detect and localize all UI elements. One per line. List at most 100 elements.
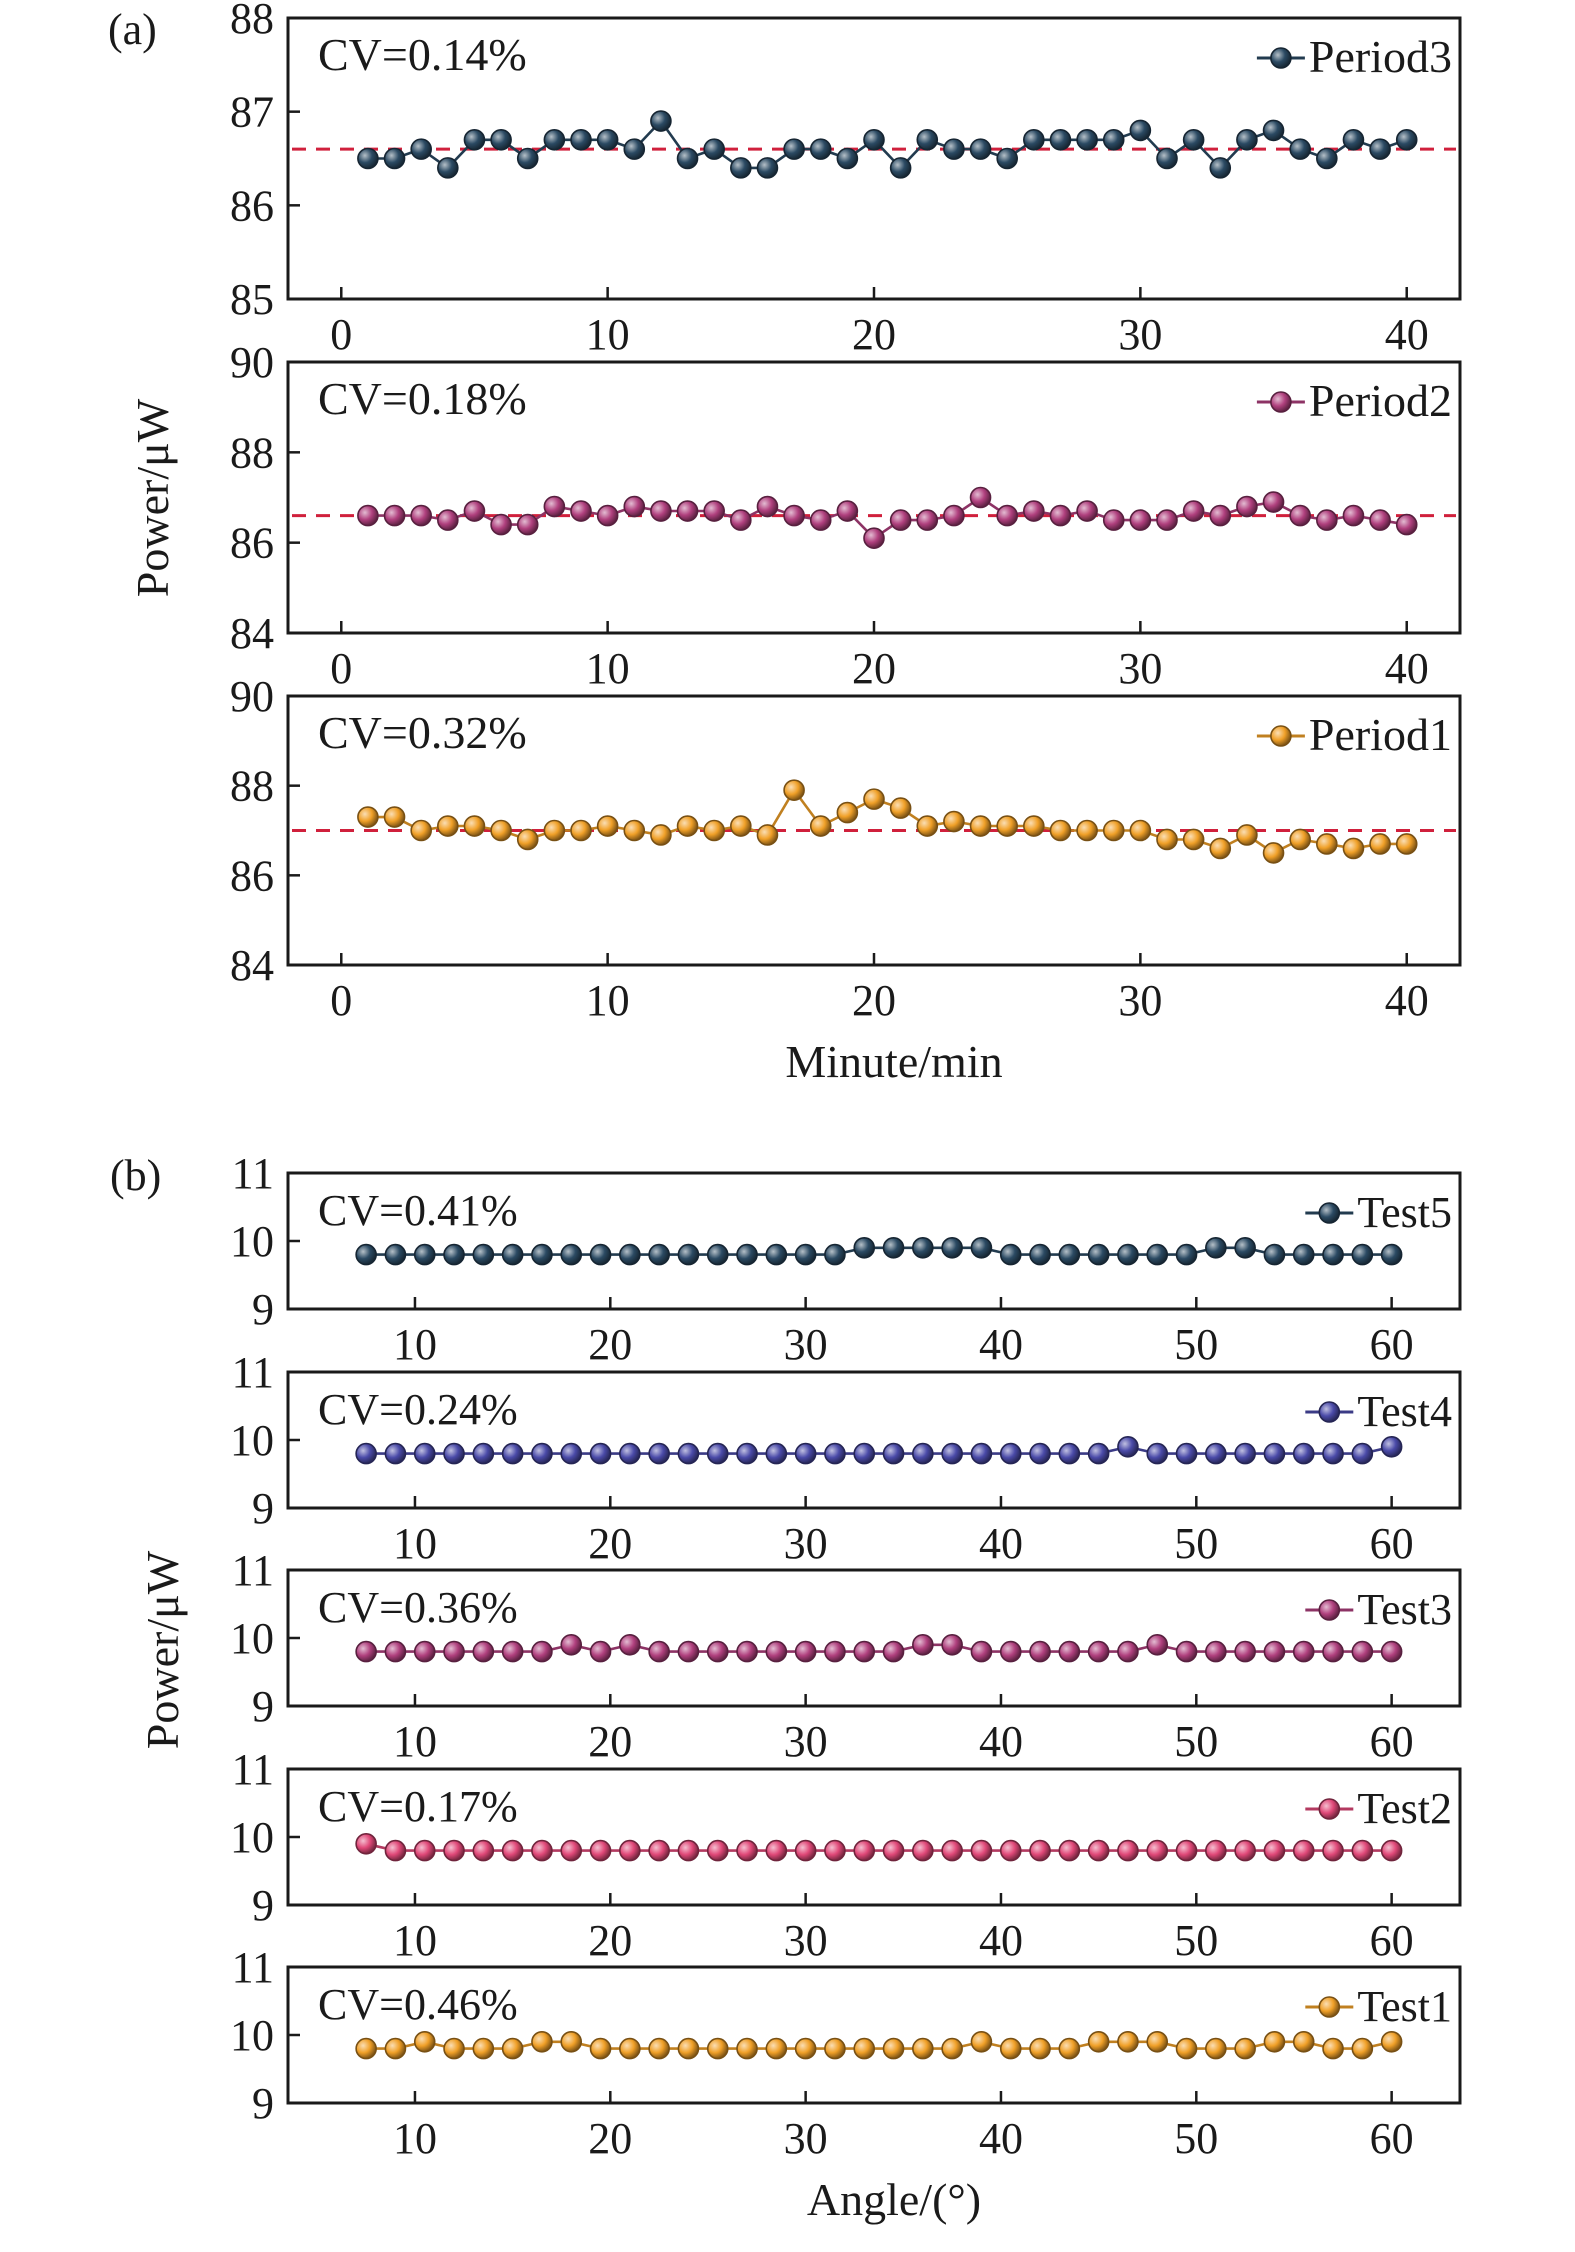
data-point (596, 504, 619, 527)
y-tick-label: 90 (230, 672, 274, 721)
data-point (543, 819, 566, 842)
data-point (1263, 1839, 1286, 1862)
data-point (443, 2037, 465, 2060)
x-tick-label: 40 (979, 1519, 1023, 1568)
data-point (1175, 1243, 1198, 1266)
x-tick-label: 10 (393, 1916, 437, 1965)
data-point (1234, 2037, 1256, 2060)
data-point (560, 1442, 583, 1465)
data-point (384, 1442, 407, 1465)
data-point (1175, 2037, 1198, 2060)
x-tick-label: 20 (588, 1320, 632, 1369)
x-tick-label: 20 (588, 1717, 632, 1766)
data-point (1369, 138, 1391, 160)
data-point (706, 1442, 729, 1465)
data-point (1129, 509, 1152, 531)
data-point (943, 810, 965, 833)
legend-label: Test3 (1357, 1585, 1452, 1634)
data-point (589, 1839, 612, 1862)
data-point (1029, 1442, 1051, 1465)
data-point (650, 110, 672, 132)
y-tick-label: 9 (252, 1682, 274, 1731)
data-point (1351, 2037, 1374, 2060)
data-point (1156, 828, 1178, 851)
data-point (853, 1839, 876, 1862)
series-line-period2 (367, 495, 1407, 540)
data-point (916, 509, 939, 531)
y-tick-label: 11 (232, 1348, 274, 1397)
data-point (1156, 509, 1178, 531)
data-point (912, 1634, 934, 1656)
data-point (410, 138, 432, 160)
data-point (863, 527, 885, 549)
data-point (1262, 491, 1285, 513)
data-point (1351, 1243, 1374, 1266)
cv-annotation: CV=0.32% (318, 707, 527, 758)
x-tick-label: 20 (588, 2114, 632, 2163)
data-point (623, 819, 646, 842)
data-point (1316, 147, 1338, 170)
data-point (383, 504, 406, 527)
data-point (1292, 1640, 1315, 1663)
cv-annotation: CV=0.24% (318, 1385, 518, 1434)
x-tick-label: 0 (330, 976, 352, 1025)
data-point (1087, 1243, 1110, 1266)
y-tick-label: 84 (230, 941, 274, 990)
y-tick-label: 87 (230, 88, 274, 137)
data-point (1395, 833, 1418, 855)
data-point (863, 128, 885, 151)
data-point (916, 128, 939, 151)
data-point (355, 1243, 377, 1266)
data-point (1087, 1442, 1110, 1465)
y-tick-label: 84 (230, 609, 274, 658)
data-point (383, 806, 406, 828)
data-point (1175, 1839, 1198, 1862)
data-point (1146, 2031, 1169, 2053)
data-point (443, 1442, 465, 1465)
data-point (648, 1243, 670, 1266)
data-point (824, 1442, 846, 1465)
data-point (1292, 2031, 1315, 2053)
panel-label-b: (b) (110, 1151, 161, 1200)
data-point (1146, 1839, 1169, 1862)
data-point (531, 1640, 553, 1663)
data-point (765, 1839, 788, 1862)
data-point (794, 1839, 817, 1862)
x-tick-label: 0 (330, 310, 352, 359)
data-point (357, 806, 379, 828)
data-point (1029, 1839, 1051, 1862)
data-point (882, 2037, 905, 2060)
y-tick-label: 10 (230, 1217, 274, 1266)
data-point (943, 138, 965, 160)
data-point (970, 1442, 993, 1465)
data-point (970, 1839, 993, 1862)
data-point (1023, 128, 1045, 151)
y-tick-label: 90 (230, 338, 274, 387)
data-point (384, 1640, 407, 1663)
data-point (355, 1442, 377, 1465)
data-point (736, 1640, 758, 1663)
data-point (463, 128, 486, 151)
data-point (1087, 2031, 1110, 2053)
x-tick-label: 10 (586, 976, 630, 1025)
x-tick-label: 50 (1174, 1916, 1218, 1965)
data-point (882, 1640, 905, 1663)
data-point (383, 147, 406, 170)
data-point (1263, 2031, 1286, 2053)
data-point (1129, 119, 1152, 142)
data-point (1342, 128, 1365, 151)
data-point (736, 1839, 758, 1862)
x-tick-label: 30 (1118, 976, 1162, 1025)
data-point (1316, 833, 1338, 855)
data-point (355, 1640, 377, 1663)
data-point (648, 1640, 670, 1663)
cv-annotation: CV=0.46% (318, 1980, 518, 2029)
legend-marker (1318, 1996, 1341, 2018)
data-point (413, 2031, 436, 2053)
data-point (1209, 504, 1232, 527)
data-point (676, 147, 699, 170)
data-point (999, 1839, 1022, 1862)
data-point (1342, 504, 1365, 527)
data-point (472, 1442, 495, 1465)
legend-marker (1318, 1798, 1341, 1820)
